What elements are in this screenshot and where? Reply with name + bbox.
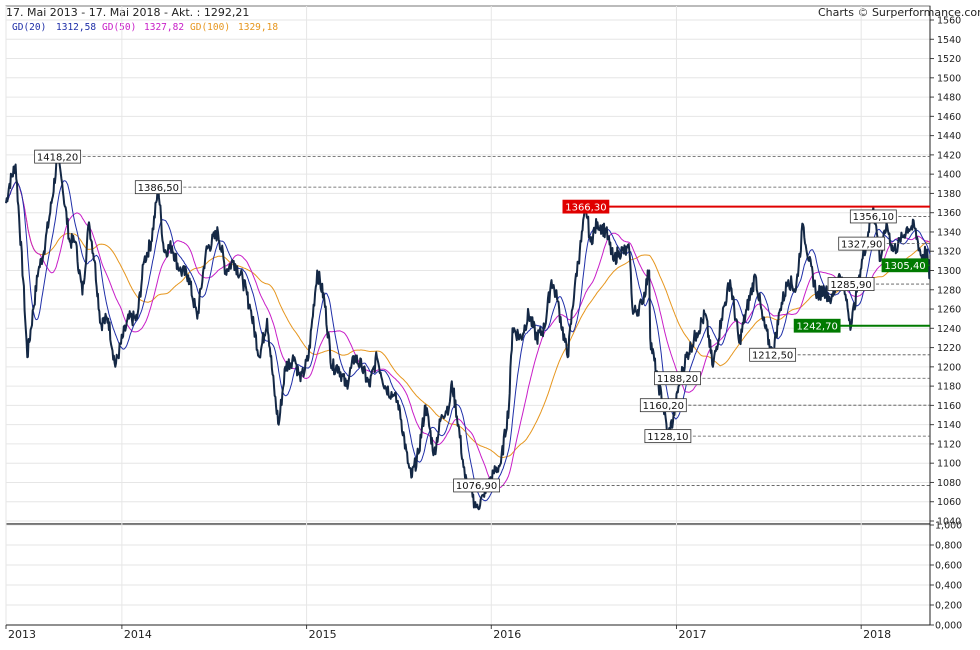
y-tick-label: 1040 [937,517,961,528]
gd50-line [5,181,931,489]
x-tick-label: 2015 [309,628,337,641]
level-label: 1285,90 [830,280,871,291]
legend-gd20-label: GD(20) [12,22,47,33]
y-tick-label: 1500 [937,73,961,84]
gd100-line [5,181,930,458]
lower-tick-label: 0,800 [935,541,962,552]
y-tick-label: 1440 [937,131,961,142]
y-tick-label: 1520 [937,54,961,65]
y-tick-label: 1320 [937,247,961,258]
chart-title: 17. Mai 2013 - 17. Mai 2018 - Akt. : 129… [6,6,250,19]
level-label: 1366,30 [565,202,606,213]
y-tick-label: 1160 [937,401,961,412]
y-tick-label: 1420 [937,150,961,161]
y-tick-label: 1400 [937,170,961,181]
level-label-box [849,209,897,224]
x-tick-label: 2013 [8,628,36,641]
x-tick-label: 2016 [493,628,521,641]
y-tick-label: 1560 [937,16,961,27]
y-tick-label: 1480 [937,93,961,104]
level-label-box [793,318,841,333]
level-label-box [838,236,886,251]
lower-panel-frame [5,524,931,626]
level-label: 1327,90 [841,239,882,250]
level-label: 1076,90 [456,481,497,492]
y-tick-label: 1540 [937,35,961,46]
level-label-box [34,149,82,164]
y-tick-label: 1140 [937,420,961,431]
level-label: 1128,10 [647,432,688,443]
y-tick-label: 1200 [937,362,961,373]
level-label-box [654,371,701,386]
level-label: 1305,40 [884,261,925,272]
legend-gd50-value: 1327,82 [144,22,185,33]
legend-gd100-label: GD(100) [190,22,231,33]
level-label: 1188,20 [657,374,698,385]
level-label: 1212,50 [752,351,793,362]
level-label-box [644,429,692,444]
y-tick-label: 1340 [937,227,961,238]
y-tick-label: 1080 [937,478,961,489]
legend-gd20-value: 1312,58 [56,22,97,33]
x-tick-label: 2014 [124,628,152,641]
level-label: 1356,10 [853,212,894,223]
legend-gd100-value: 1329,18 [238,22,279,33]
y-tick-label: 1060 [937,497,961,508]
legend-gd50-label: GD(50) [102,22,137,33]
y-tick-label: 1460 [937,112,961,123]
y-tick-label: 1240 [937,324,961,335]
level-label-box [134,180,182,195]
chart-credit: Charts © Surperformance.com [818,6,980,19]
y-tick-label: 1220 [937,343,961,354]
level-label-box [827,277,875,291]
y-tick-label: 1280 [937,285,961,296]
gd20-line [5,180,931,502]
x-tick-label: 2017 [678,628,706,641]
y-tick-label: 1120 [937,439,961,450]
lower-tick-label: 0,200 [935,601,962,612]
level-label-box [881,258,929,273]
level-label-box [562,199,610,214]
lower-tick-label: 0,000 [935,621,962,632]
lower-tick-label: 1,000 [935,521,962,532]
level-label: 1242,70 [796,322,837,333]
x-tick-label: 2018 [863,628,891,641]
y-tick-label: 1380 [937,189,961,200]
level-label-box [749,347,797,362]
level-label: 1418,20 [37,152,78,163]
level-label-box [453,478,501,493]
y-tick-label: 1300 [937,266,961,277]
y-tick-label: 1360 [937,208,961,219]
price-line [5,153,931,511]
level-label-box [639,398,687,413]
lower-tick-label: 0,400 [935,581,962,592]
lower-tick-label: 0,600 [935,561,962,572]
y-tick-label: 1260 [937,305,961,316]
y-tick-label: 1100 [937,459,961,470]
level-label: 1160,20 [643,401,684,412]
y-tick-label: 1180 [937,382,961,393]
level-label: 1386,50 [138,183,179,194]
